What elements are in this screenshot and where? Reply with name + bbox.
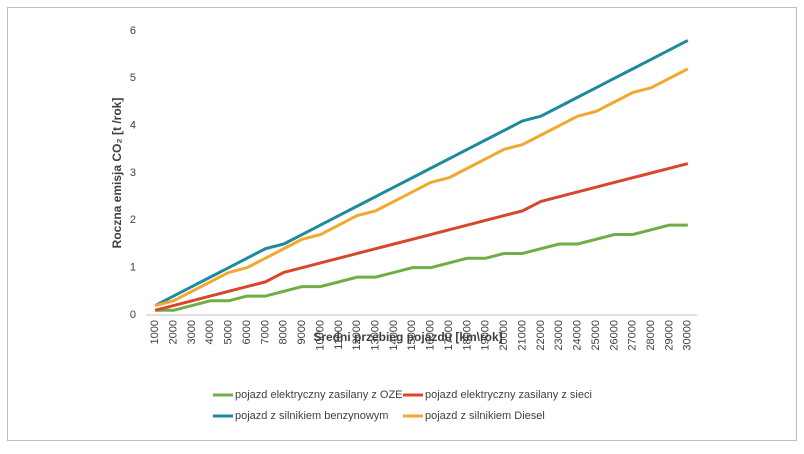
y-tick-label: 6 — [130, 25, 136, 37]
x-tick-label: 11000 — [333, 320, 345, 350]
x-tick-label: 3000 — [186, 320, 198, 344]
x-tick-label: 8000 — [278, 320, 290, 344]
x-tick-label: 15000 — [406, 320, 418, 351]
x-tick-label: 17000 — [443, 320, 455, 351]
x-tick-label: 14000 — [388, 320, 400, 351]
x-tick-label: 27000 — [627, 320, 639, 351]
y-tick-label: 5 — [130, 72, 136, 84]
y-tick-label: 1 — [130, 262, 136, 274]
series-line — [155, 223, 688, 312]
legend-label: pojazd z silnikiem Diesel — [425, 410, 545, 422]
x-tick-label: 22000 — [535, 320, 547, 351]
x-tick-label: 29000 — [663, 320, 675, 351]
x-tick-label: 10000 — [314, 320, 326, 351]
x-tick-label: 23000 — [553, 320, 565, 351]
x-tick-label: 12000 — [351, 320, 363, 351]
x-tick-label: 25000 — [590, 320, 602, 351]
x-tick-label: 4000 — [204, 320, 216, 344]
x-tick-label: 24000 — [572, 320, 584, 351]
y-tick-label: 2 — [130, 214, 136, 226]
x-tick-label: 26000 — [608, 320, 620, 351]
x-tick-label: 2000 — [167, 320, 179, 344]
x-tick-label: 28000 — [645, 320, 657, 351]
y-tick-label: 3 — [130, 167, 136, 179]
x-tick-label: 5000 — [223, 320, 235, 344]
series-line — [154, 162, 689, 312]
x-tick-label: 9000 — [296, 320, 308, 344]
x-axis-title: Średni przebieg pojazdu [km\rok] — [313, 329, 502, 344]
series-line — [154, 39, 689, 307]
series-line — [154, 67, 689, 307]
x-tick-label: 21000 — [516, 320, 528, 351]
x-tick-label: 18000 — [461, 320, 473, 351]
legend-label: pojazd elektryczny zasilany z sieci — [425, 389, 592, 401]
x-tick-label: 13000 — [369, 320, 381, 351]
legend-label: pojazd elektryczny zasilany z OZE — [235, 389, 403, 401]
x-tick-label: 16000 — [425, 320, 437, 351]
x-tick-label: 19000 — [480, 320, 492, 351]
y-tick-label: 4 — [130, 120, 136, 132]
x-tick-label: 20000 — [498, 320, 510, 351]
x-tick-label: 7000 — [259, 320, 271, 344]
x-tick-label: 1000 — [149, 320, 161, 344]
y-axis-title: Roczna emisja CO₂ [t /rok] — [110, 98, 124, 249]
x-tick-label: 6000 — [241, 320, 253, 344]
legend-label: pojazd z silnikiem benzynowym — [235, 410, 388, 422]
x-tick-label: 30000 — [682, 320, 694, 351]
y-tick-label: 0 — [130, 309, 136, 321]
